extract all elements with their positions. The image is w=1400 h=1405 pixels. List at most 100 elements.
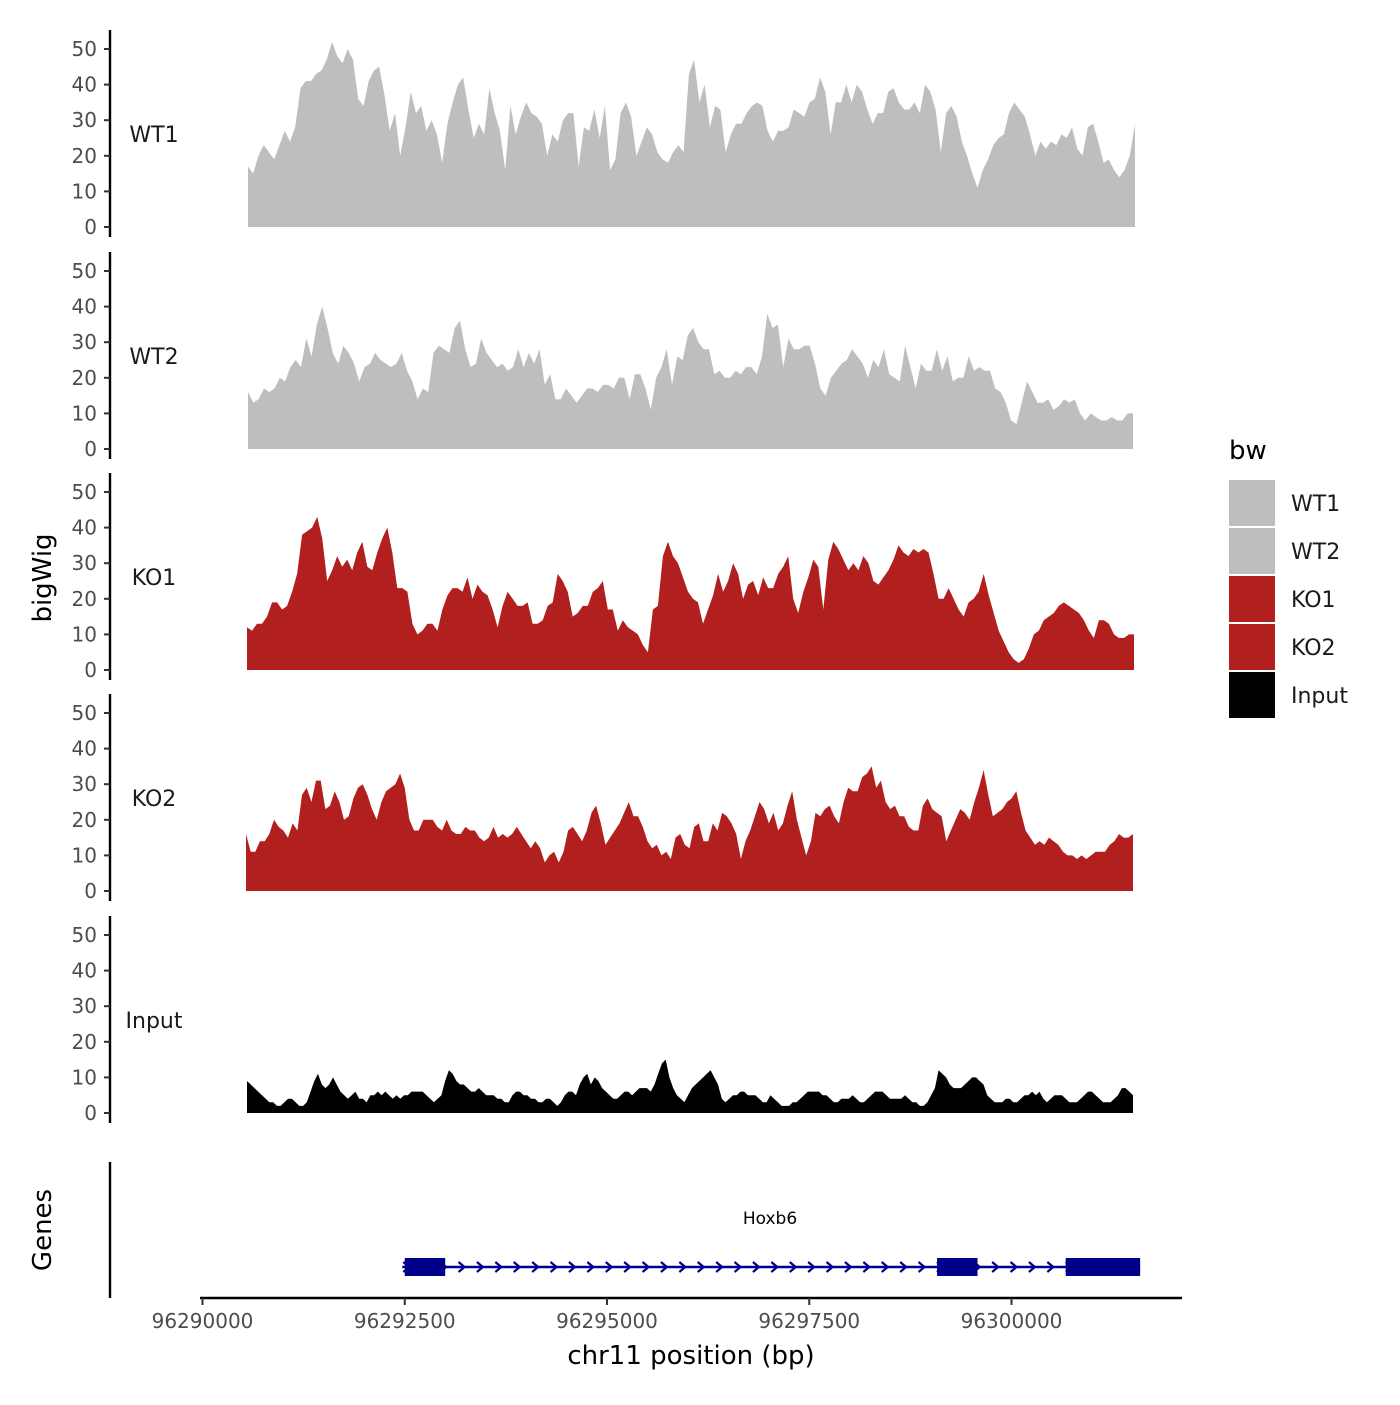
- strand-arrow-icon: [789, 1261, 798, 1273]
- gene-marks: [402, 1258, 1141, 1276]
- strand-arrow-icon: [752, 1261, 761, 1273]
- strand-arrow-icon: [494, 1261, 504, 1273]
- track-label: WT1: [129, 123, 178, 148]
- strand-arrow-icon: [678, 1261, 688, 1273]
- y-tick-label: 10: [72, 622, 97, 646]
- y-tick-label: 20: [72, 366, 97, 390]
- x-tick-label: 96297500: [758, 1309, 860, 1333]
- track-label: KO1: [132, 566, 177, 591]
- y-tick-label: 20: [72, 1030, 97, 1054]
- signal-area-wt2: [248, 306, 1133, 449]
- legend-swatch: [1229, 528, 1275, 574]
- y-tick-label: 40: [72, 516, 97, 540]
- y-tick-label: 30: [72, 551, 97, 575]
- legend-label: KO2: [1291, 636, 1336, 661]
- strand-arrow-icon: [660, 1261, 669, 1273]
- strand-arrow-icon: [991, 1261, 1000, 1273]
- strand-arrow-icon: [844, 1261, 853, 1273]
- strand-arrow-icon: [733, 1261, 743, 1273]
- strand-arrow-icon: [605, 1261, 614, 1273]
- y-tick-label: 40: [72, 295, 97, 319]
- x-axis: 96290000 96292500 96295000 96297500 96300000: [152, 1296, 1182, 1333]
- y-tick-label: 50: [72, 37, 97, 61]
- track-wt1: 0 10 20 30 40 50 WT1: [72, 30, 1135, 239]
- y-tick-label: 30: [72, 994, 97, 1018]
- strand-arrow-icon: [568, 1261, 577, 1273]
- x-tick-label: 96295000: [556, 1309, 658, 1333]
- y-tick-label: 50: [72, 480, 97, 504]
- strand-arrow-icon: [586, 1261, 596, 1273]
- y-tick-label: 40: [72, 73, 97, 97]
- gene-exon: [1065, 1258, 1141, 1276]
- track-panels: 0 10 20 30 40 50 WT1 0 10 20 30 40 50 WT2 0 10 20 30 40 50 K…: [72, 30, 1135, 1125]
- strand-arrow-icon: [1028, 1261, 1037, 1273]
- x-tick-label: 96292500: [354, 1309, 456, 1333]
- strand-arrow-icon: [697, 1261, 706, 1273]
- y-tick-label: 10: [72, 843, 97, 867]
- y-tick-label: 20: [72, 144, 97, 168]
- gene-name-label: Hoxb6: [743, 1209, 797, 1229]
- x-axis-title: chr11 position (bp): [567, 1341, 814, 1371]
- legend-label: WT1: [1291, 492, 1340, 517]
- y-axis-title: bigWig: [28, 533, 58, 622]
- y-tick-label: 30: [72, 330, 97, 354]
- y-tick-label: 50: [72, 923, 97, 947]
- strand-arrow-icon: [623, 1261, 632, 1273]
- y-tick-label: 10: [72, 401, 97, 425]
- strand-arrow-icon: [476, 1261, 485, 1273]
- x-tick-label: 96300000: [961, 1309, 1063, 1333]
- track-label: Input: [126, 1009, 183, 1034]
- strand-arrow-icon: [531, 1261, 540, 1273]
- gene-exon: [404, 1258, 446, 1276]
- strand-arrow-icon: [457, 1261, 467, 1273]
- y-tick-label: 50: [72, 259, 97, 283]
- y-tick-label: 0: [84, 1101, 97, 1125]
- y-tick-label: 20: [72, 587, 97, 611]
- track-input: 0 10 20 30 40 50 Input: [72, 916, 1133, 1125]
- y-tick-label: 30: [72, 772, 97, 796]
- y-tick-label: 30: [72, 108, 97, 132]
- track-label: KO2: [132, 787, 177, 812]
- y-tick-label: 0: [84, 879, 97, 903]
- track-wt2: 0 10 20 30 40 50 WT2: [72, 252, 1133, 461]
- y-tick-label: 40: [72, 959, 97, 983]
- legend-swatch: [1229, 480, 1275, 526]
- signal-area-wt1: [248, 41, 1135, 228]
- track-ko2: 0 10 20 30 40 50 KO2: [72, 694, 1133, 903]
- y-tick-label: 10: [72, 1065, 97, 1089]
- legend-label: Input: [1291, 684, 1348, 709]
- y-tick-label: 0: [84, 658, 97, 682]
- strand-arrow-icon: [715, 1261, 724, 1273]
- y-tick-label: 0: [84, 437, 97, 461]
- strand-arrow-icon: [881, 1261, 890, 1273]
- strand-arrow-icon: [917, 1261, 927, 1273]
- track-ko1: 0 10 20 30 40 50 KO1: [72, 473, 1134, 682]
- strand-arrow-icon: [862, 1261, 872, 1273]
- signal-area-input: [247, 1059, 1133, 1113]
- y-tick-label: 10: [72, 179, 97, 203]
- gene-track-panel: Hoxb6: [108, 1162, 1141, 1298]
- signal-area-ko1: [247, 516, 1134, 670]
- strand-arrow-icon: [1009, 1261, 1019, 1273]
- strand-arrow-icon: [513, 1261, 522, 1273]
- legend-swatch: [1229, 576, 1275, 622]
- strand-arrow-icon: [899, 1261, 908, 1273]
- strand-arrow-icon: [1046, 1261, 1056, 1273]
- x-tick-label: 96290000: [152, 1309, 254, 1333]
- y-tick-label: 50: [72, 701, 97, 725]
- y-tick-label: 0: [84, 215, 97, 239]
- strand-arrow-icon: [770, 1261, 780, 1273]
- legend-label: WT2: [1291, 540, 1340, 565]
- signal-area-ko2: [246, 766, 1133, 891]
- legend-swatch: [1229, 672, 1275, 718]
- strand-arrow-icon: [807, 1261, 816, 1273]
- legend-label: KO1: [1291, 588, 1336, 613]
- legend: bw WT1 WT2 KO1 KO2 Input: [1229, 436, 1348, 718]
- track-label: WT2: [129, 345, 178, 370]
- y-tick-label: 20: [72, 808, 97, 832]
- genes-axis-title: Genes: [28, 1189, 58, 1271]
- strand-arrow-icon: [825, 1261, 835, 1273]
- legend-title: bw: [1229, 436, 1267, 466]
- legend-swatch: [1229, 624, 1275, 670]
